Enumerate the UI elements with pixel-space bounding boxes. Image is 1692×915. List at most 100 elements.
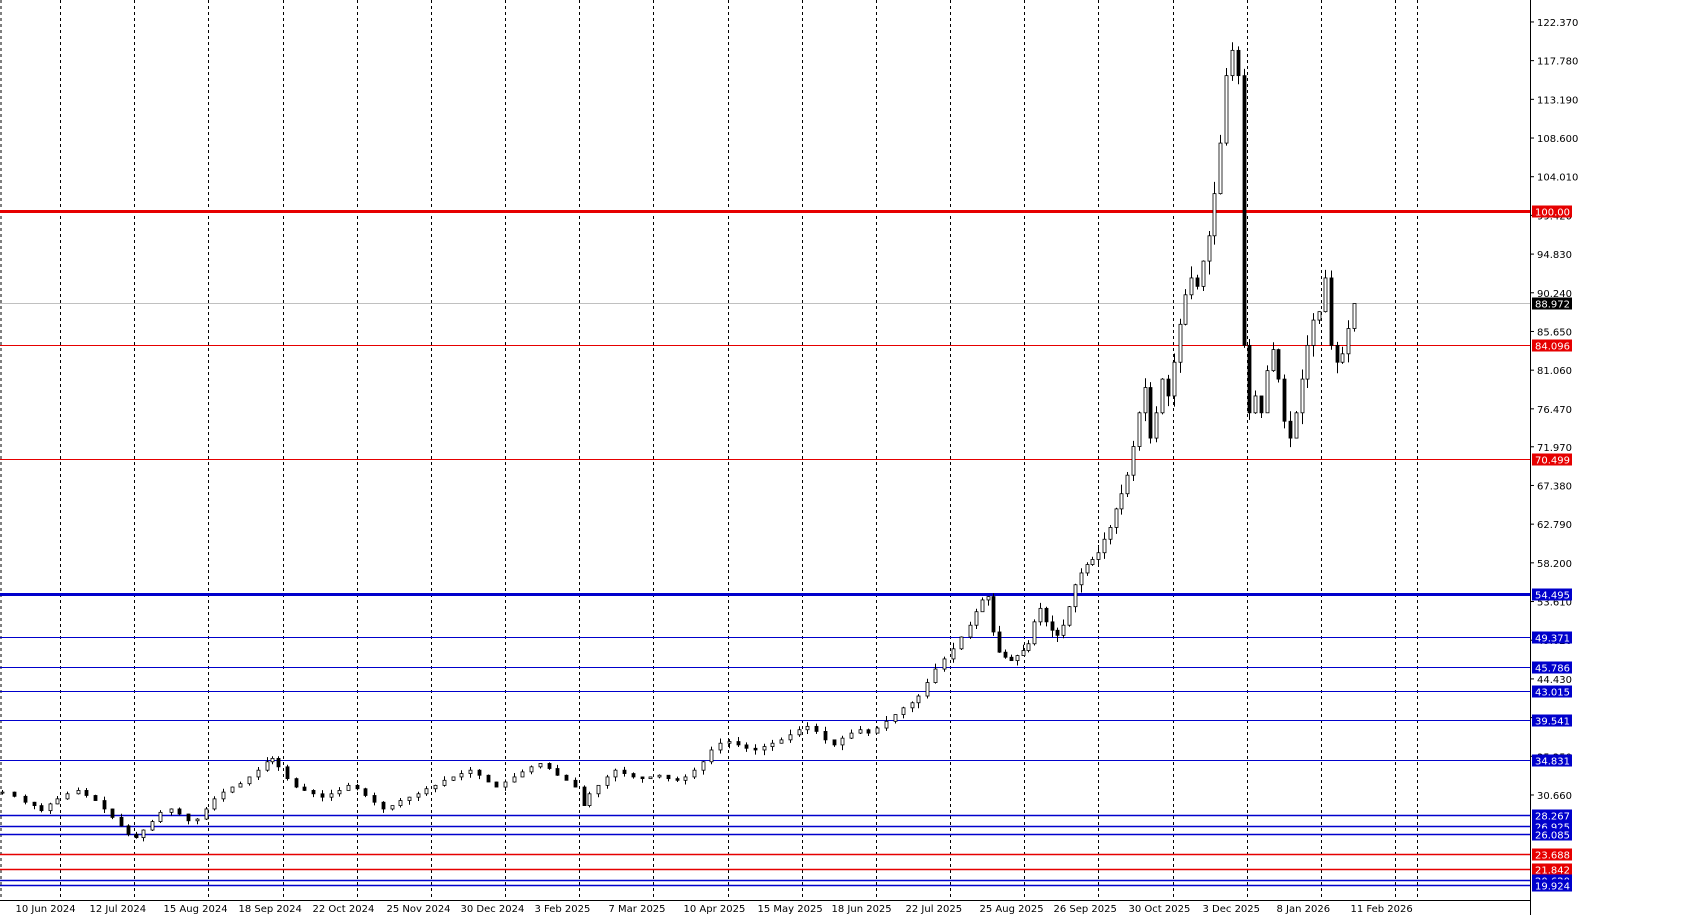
level-label: 23.688 [1535,851,1570,862]
y-tick-label: 53.610 [1537,598,1572,609]
candle-body [204,808,209,820]
candlestick-series [0,42,1357,842]
candle-body [797,729,802,736]
candle-body [1085,564,1090,574]
candle-body [102,800,107,810]
candle-body [195,818,200,822]
candle-body [1218,142,1223,195]
candle-body [925,682,930,697]
candle-body [55,798,60,805]
candle-body [840,737,845,746]
level-label: 49.371 [1535,634,1570,645]
candle-body [951,648,956,660]
candle-body [285,766,290,780]
candle-body [416,793,421,798]
x-tick-label: 8 Jan 2026 [1277,904,1331,915]
candle-body [433,784,438,790]
candle-body [1143,387,1148,414]
candle-body [666,774,671,780]
y-tick-label: 104.010 [1537,173,1578,184]
candle-body [1247,344,1252,414]
candle-body [1335,344,1340,363]
x-tick-label: 10 Apr 2025 [684,904,746,915]
y-tick-label: 108.600 [1537,134,1578,145]
level-label: 43.015 [1535,688,1570,699]
candle-body [1329,277,1334,346]
candle-body [814,725,819,732]
current-price-label: 88.972 [1535,300,1570,311]
candle-body [311,790,316,795]
candle-body [1172,361,1177,397]
level-label-box [1532,863,1572,876]
candle-body [221,791,226,800]
candle-body [494,781,499,788]
candle-body [23,795,28,803]
candle-body [605,776,610,786]
level-label-box [1532,631,1572,644]
candle-body [1224,75,1229,144]
horizontal-levels [0,210,1530,887]
level-label-box [1532,828,1572,841]
candle-body [968,624,973,638]
level-label: 100.00 [1535,208,1570,219]
level-label: 45.786 [1535,664,1570,675]
candle-body [256,769,261,778]
candle-body [1178,323,1183,363]
candle-body [0,791,5,794]
x-tick-label: 15 May 2025 [758,904,823,915]
candle-body [1021,650,1026,656]
candle-body [910,702,915,709]
candle-body [1073,584,1078,608]
candle-body [1288,420,1293,439]
y-tick-label: 67.380 [1537,481,1572,492]
candle-body [640,776,645,780]
x-tick-label: 3 Dec 2025 [1203,904,1261,915]
candle-body [1114,508,1119,528]
candle-body [596,784,601,795]
candle-body [1300,378,1305,414]
candle-body [126,825,131,835]
candle-body [1061,624,1066,636]
candle-body [270,757,275,763]
candle-body [1102,538,1107,554]
candle-body [1009,656,1014,662]
candle-body [503,781,508,788]
candle-body [1346,328,1351,355]
x-tick-label: 25 Nov 2024 [387,904,451,915]
candle-body [1207,235,1212,262]
candle-body [701,761,706,771]
candle-body [1038,607,1043,623]
x-tick-label: 22 Jul 2025 [906,904,963,915]
candle-body [1003,651,1008,658]
candle-body [1131,446,1136,476]
candle-body [12,791,17,797]
y-tick-label: 122.370 [1537,18,1578,29]
level-label: 34.831 [1535,757,1570,768]
candle-body [1044,607,1049,623]
candle-body [1125,474,1130,495]
candle-body [158,811,163,823]
candle-body [657,774,662,778]
candle-body [582,786,587,806]
y-tick-label: 85.650 [1537,327,1572,338]
level-label: 28.267 [1535,812,1570,823]
x-tick-label: 18 Jun 2025 [832,904,892,915]
candle-body [564,774,569,781]
y-tick-label: 113.190 [1537,95,1578,106]
candle-body [186,813,191,822]
candle-body [1271,349,1276,372]
candle-body [520,771,525,778]
candle-body [372,795,377,803]
level-label: 26.925 [1535,823,1570,834]
candle-body [587,793,592,806]
x-tick-label: 3 Feb 2025 [535,904,591,915]
level-label: 84.096 [1535,342,1570,353]
candle-body [1055,629,1060,636]
candle-body [424,788,429,795]
candle-body [916,695,921,704]
x-tick-label: 12 Jul 2024 [90,904,147,915]
candle-body [1183,294,1188,325]
candle-body [823,731,828,741]
candle-body [512,776,517,783]
